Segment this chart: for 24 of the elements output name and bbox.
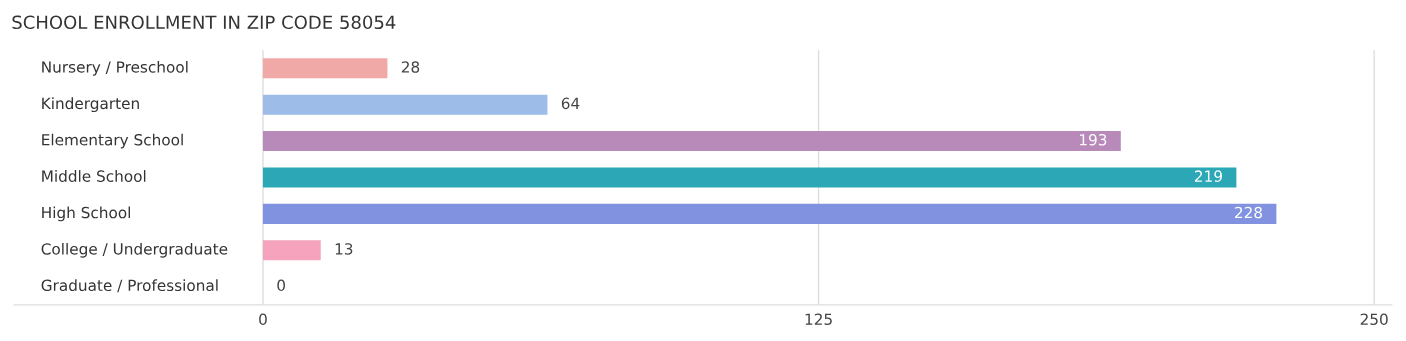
data-label: 228 bbox=[1235, 206, 1262, 219]
bar bbox=[262, 203, 1277, 224]
y-tick-label: Kindergarten bbox=[42, 97, 139, 113]
bar bbox=[262, 167, 1237, 188]
bar bbox=[262, 94, 548, 115]
data-label: 28 bbox=[401, 61, 420, 73]
y-tick-label: College / Undergraduate bbox=[41, 242, 228, 258]
x-tick-label: 0 bbox=[259, 313, 267, 326]
data-label: 219 bbox=[1195, 170, 1222, 182]
x-tick-label: 250 bbox=[1360, 313, 1388, 326]
data-label: 0 bbox=[277, 279, 286, 292]
x-tick-label: 125 bbox=[805, 313, 832, 326]
y-tick-label: Elementary School bbox=[42, 133, 183, 149]
bar bbox=[262, 240, 321, 261]
data-label: 64 bbox=[561, 97, 580, 110]
y-tick-label: High School bbox=[42, 206, 130, 222]
y-tick-label: Nursery / Preschool bbox=[42, 60, 188, 76]
bar bbox=[262, 58, 388, 79]
chart-title: SCHOOL ENROLLMENT IN ZIP CODE 58054 bbox=[12, 15, 396, 30]
data-label: 193 bbox=[1079, 133, 1107, 146]
y-tick-label: Middle School bbox=[42, 170, 146, 182]
data-label: 13 bbox=[335, 243, 353, 255]
y-tick-label: Graduate / Professional bbox=[41, 279, 218, 293]
bar bbox=[262, 131, 1121, 152]
